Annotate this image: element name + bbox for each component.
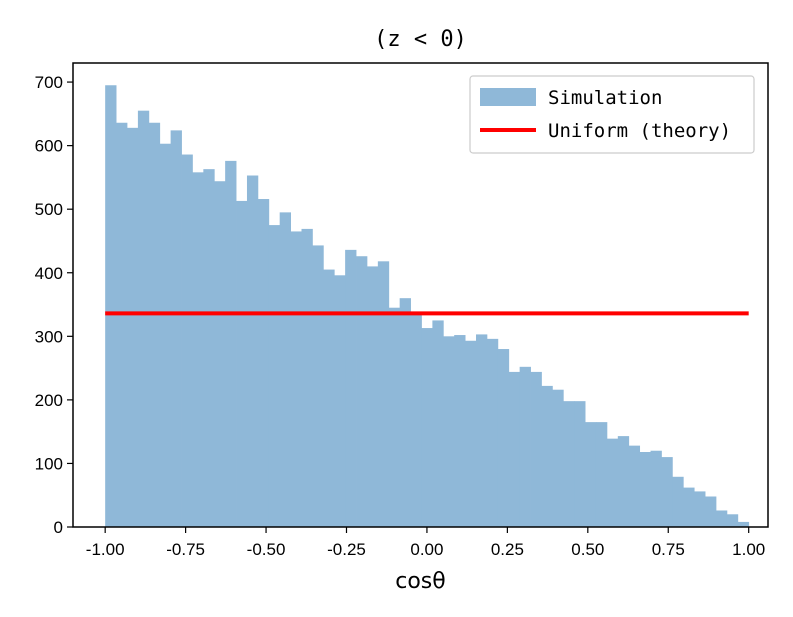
histogram-bar — [454, 335, 466, 527]
x-axis-label: cosθ — [395, 569, 445, 594]
plot-frame — [72, 62, 769, 528]
histogram-bar — [388, 307, 401, 527]
histogram-bar — [246, 175, 259, 528]
y-tick-label: 0 — [54, 518, 63, 537]
histogram-bar — [519, 366, 531, 527]
histogram-bar — [192, 172, 204, 527]
histogram-bar — [225, 160, 237, 527]
histogram-bar — [476, 334, 488, 527]
histogram-bar — [159, 143, 172, 528]
histogram-bar — [497, 349, 510, 527]
histogram-bar — [661, 457, 673, 527]
x-tick-label: 0.00 — [410, 540, 443, 559]
histogram-bar — [116, 122, 128, 527]
histogram-bar — [595, 422, 608, 527]
histogram-bar — [345, 249, 357, 528]
histogram-bar — [257, 199, 270, 527]
x-tick-label: -0.50 — [247, 540, 286, 559]
chart-title: (z < 0) — [374, 27, 467, 52]
x-tick-label: -0.25 — [327, 540, 366, 559]
x-tick-label: 1.00 — [732, 540, 765, 559]
histogram-bar — [356, 256, 368, 527]
histogram-bar — [432, 320, 444, 527]
histogram-bar — [312, 245, 324, 527]
histogram-bar — [541, 385, 553, 527]
y-tick-label: 300 — [35, 327, 63, 346]
legend-label-theory: Uniform (theory) — [548, 120, 731, 142]
x-tick-label: -0.75 — [166, 540, 205, 559]
y-tick-label: 200 — [35, 391, 63, 410]
x-tick-label: 0.50 — [571, 540, 604, 559]
histogram-bar — [170, 130, 182, 527]
histogram-bar — [639, 451, 651, 527]
histogram-bar — [105, 85, 117, 527]
histogram-bar — [530, 371, 542, 527]
histogram-bar — [683, 487, 695, 527]
histogram-bar — [628, 445, 641, 527]
histogram-bar — [694, 491, 706, 527]
histogram-bar — [563, 401, 575, 527]
histogram-bar — [705, 496, 717, 527]
y-tick-label: 500 — [35, 200, 63, 219]
histogram-bar — [181, 154, 193, 528]
histogram-bar — [617, 436, 630, 527]
histogram-bar — [301, 228, 313, 528]
x-tick-label: 0.75 — [652, 540, 685, 559]
histogram-bars — [105, 85, 750, 528]
histogram-bar — [203, 169, 215, 527]
histogram-bar — [279, 212, 291, 527]
histogram-bar — [552, 389, 564, 527]
histogram-bar — [410, 313, 422, 527]
histogram-bar — [443, 336, 455, 527]
histogram-bar — [465, 340, 477, 527]
legend-label-simulation: Simulation — [548, 87, 662, 109]
y-tick-label: 100 — [35, 454, 63, 473]
histogram-bar — [650, 450, 662, 527]
y-axis-ticks: 0 100 200 300 400 500 600 700 — [35, 73, 73, 537]
histogram-bar — [148, 122, 161, 527]
histogram-bar — [334, 275, 346, 527]
legend-swatch-simulation — [480, 88, 536, 106]
histogram-bar — [236, 200, 248, 527]
y-tick-label: 600 — [35, 137, 63, 156]
histogram-bar — [214, 181, 226, 527]
legend: Simulation Uniform (theory) — [469, 75, 755, 154]
histogram-bar — [486, 338, 499, 527]
histogram-bar — [672, 476, 684, 527]
x-axis-ticks: -1.00 -0.75 -0.50 -0.25 0.00 0.25 0.50 0.75 1.00 — [86, 527, 765, 559]
histogram-bar — [574, 401, 586, 527]
histogram-bar — [715, 510, 728, 527]
histogram-bar — [399, 298, 411, 527]
y-tick-label: 400 — [35, 264, 63, 283]
histogram-bar — [585, 422, 597, 527]
histogram-bar — [268, 225, 281, 527]
histogram-bar — [606, 438, 619, 527]
histogram-bar — [726, 514, 739, 527]
histogram-bar — [366, 266, 379, 527]
x-tick-label: 0.25 — [491, 540, 524, 559]
histogram-bar — [137, 110, 150, 527]
y-tick-label: 700 — [35, 73, 63, 92]
histogram-bar — [508, 371, 521, 527]
x-tick-label: -1.00 — [86, 540, 125, 559]
histogram-bar — [737, 521, 750, 527]
histogram-bar — [126, 127, 139, 527]
histogram-bar — [323, 269, 335, 527]
histogram-bar — [290, 231, 302, 527]
histogram-bar — [421, 328, 433, 527]
histogram-bar — [377, 261, 390, 527]
legend-box — [469, 75, 755, 154]
